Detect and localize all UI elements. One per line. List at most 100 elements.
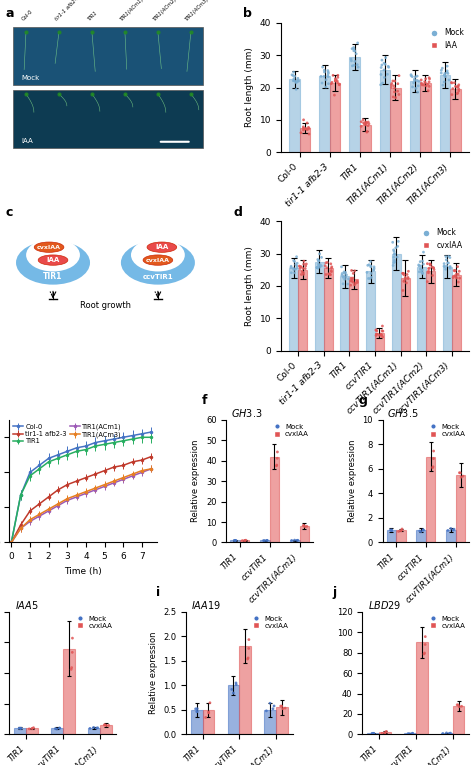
Point (419, 267, 426, 279)
Point (301, 122, 309, 135)
Point (372, 330, 380, 342)
Point (370, 728, 377, 740)
Point (452, 270, 459, 282)
Point (291, 534, 298, 546)
Bar (340, 276, 349, 350)
Point (377, 61, 385, 73)
Point (421, 76, 428, 88)
Bar (88, 728, 100, 734)
Bar (300, 128, 310, 152)
Text: cvxIAA: cvxIAA (146, 258, 170, 262)
Point (401, 272, 409, 285)
Bar (446, 530, 456, 542)
Point (294, 74, 302, 86)
Point (395, 70, 403, 82)
Point (324, 70, 332, 82)
Bar (240, 540, 249, 542)
Point (348, 273, 356, 285)
Text: g: g (358, 395, 367, 408)
Point (421, 638, 429, 650)
Point (362, 116, 369, 128)
Point (315, 259, 322, 272)
Bar (349, 57, 360, 152)
Bar (300, 526, 309, 542)
Point (388, 525, 395, 537)
Text: TIR1(ACm3): TIR1(ACm3) (184, 0, 210, 21)
Point (355, 61, 362, 73)
Point (202, 711, 210, 724)
Y-axis label: Relative expression: Relative expression (348, 440, 357, 522)
Point (455, 268, 462, 280)
Point (399, 267, 407, 279)
Point (390, 244, 397, 256)
Point (452, 80, 459, 93)
Point (323, 256, 331, 269)
Point (316, 248, 323, 260)
Bar (289, 269, 298, 350)
Point (336, 79, 343, 91)
Point (425, 80, 433, 93)
Point (94, 721, 101, 734)
Point (390, 256, 398, 269)
Point (327, 269, 334, 281)
Point (379, 331, 386, 343)
Point (377, 68, 385, 80)
Point (410, 76, 418, 89)
Point (232, 535, 239, 547)
Point (454, 87, 462, 99)
Point (294, 72, 301, 84)
Point (448, 89, 456, 101)
Point (413, 74, 421, 86)
Point (241, 535, 249, 547)
Point (327, 258, 335, 270)
Point (303, 117, 311, 129)
Point (425, 267, 432, 279)
Point (313, 262, 320, 274)
Point (442, 263, 449, 275)
Bar (392, 254, 401, 350)
Point (378, 728, 386, 740)
Point (350, 59, 358, 71)
Bar (420, 83, 431, 152)
Point (56, 722, 64, 734)
Point (400, 275, 408, 288)
Point (334, 71, 342, 83)
Bar (26, 728, 38, 734)
Point (231, 535, 239, 547)
Point (292, 259, 300, 271)
Text: Root growth: Root growth (80, 301, 131, 310)
Y-axis label: Root length (mm): Root length (mm) (245, 47, 254, 128)
Point (425, 72, 433, 84)
Point (444, 67, 452, 80)
Point (288, 534, 295, 546)
Point (327, 269, 334, 281)
Point (292, 76, 300, 89)
Point (382, 58, 389, 70)
Point (382, 727, 389, 739)
Point (301, 520, 309, 532)
Point (293, 76, 301, 88)
Bar (390, 87, 401, 152)
Point (419, 258, 427, 270)
Legend: Col-0, tir1-1 afb2-3, TIR1, TIR1(ACm1), TIR1(ACm3): Col-0, tir1-1 afb2-3, TIR1, TIR1(ACm1), … (13, 423, 123, 445)
Point (453, 268, 460, 280)
Point (205, 707, 212, 719)
Point (298, 269, 305, 281)
Point (292, 263, 300, 275)
Point (391, 82, 398, 94)
Bar (366, 272, 375, 350)
Point (454, 261, 461, 273)
Point (295, 75, 302, 87)
Point (334, 76, 341, 89)
Y-axis label: Relative expression: Relative expression (191, 440, 201, 522)
Point (229, 687, 237, 699)
Point (424, 85, 432, 97)
Point (263, 534, 271, 546)
Point (378, 59, 386, 71)
Point (93, 722, 100, 734)
Point (343, 269, 350, 281)
Point (385, 61, 392, 73)
Text: j: j (332, 587, 337, 600)
Point (411, 74, 419, 86)
Bar (298, 270, 307, 350)
